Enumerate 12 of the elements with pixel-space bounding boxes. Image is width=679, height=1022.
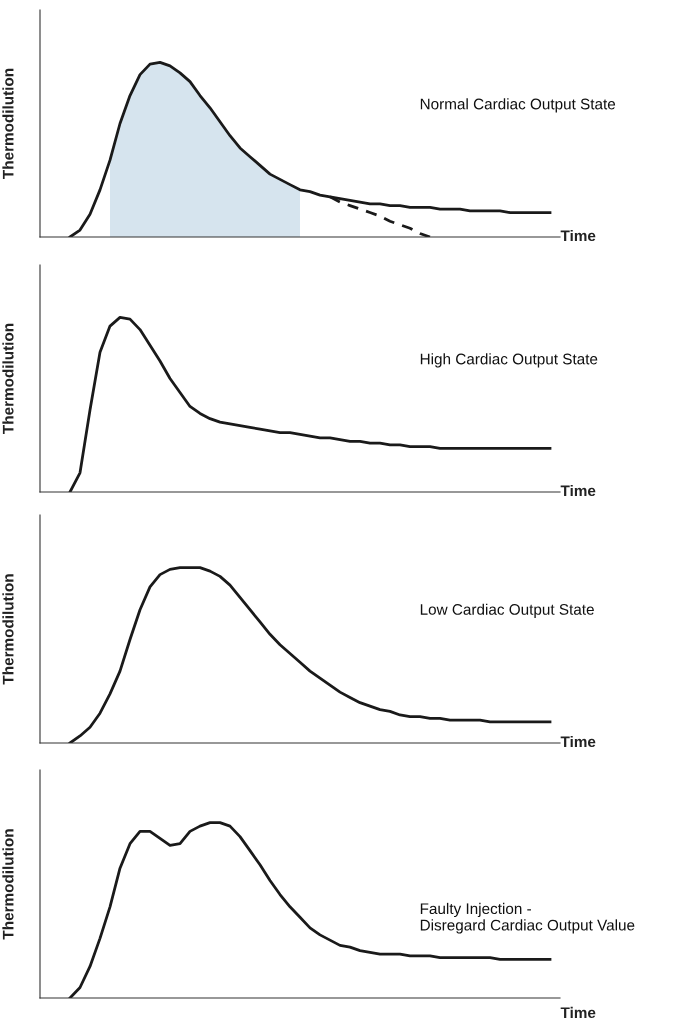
y-axis-title: Thermodilution bbox=[2, 574, 14, 685]
annotation: High Cardiac Output State bbox=[420, 353, 598, 368]
x-axis-title: Time bbox=[560, 1006, 596, 1019]
x-axis-title: Time bbox=[560, 735, 596, 748]
x-axis-title: Time bbox=[560, 229, 596, 242]
annotation: Normal Cardiac Output State bbox=[420, 98, 616, 113]
y-axis-title: Thermodilution bbox=[2, 829, 14, 940]
y-axis-title: Thermodilution bbox=[2, 323, 14, 434]
y-axis-title: Thermodilution bbox=[2, 68, 14, 179]
annotation: Low Cardiac Output State bbox=[420, 603, 594, 618]
annotation: Faulty Injection - Disregard Cardiac Output Value bbox=[420, 902, 635, 934]
x-axis-title: Time bbox=[560, 484, 596, 497]
